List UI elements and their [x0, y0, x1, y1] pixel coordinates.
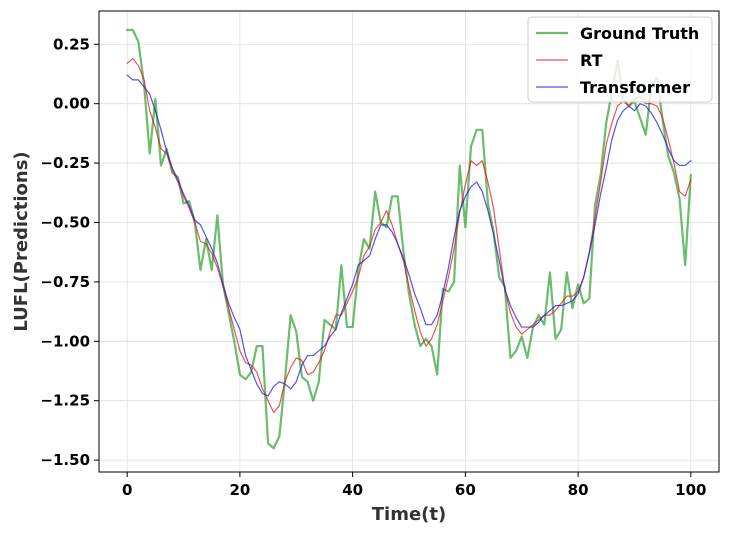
- y-tick-label: −0.75: [40, 273, 90, 291]
- plot-frame: [98, 10, 720, 473]
- series-lines: [126, 28, 692, 450]
- legend-box: [527, 16, 713, 103]
- axis-ticks: 0 20 40 60 80 100 0.25 0.00 −0.25 −0.50 −0.75 −1.00…: [40, 35, 706, 499]
- legend-label-0: Ground Truth: [580, 24, 699, 43]
- series-line-0: [126, 28, 692, 450]
- y-tick-label: 0.00: [53, 95, 90, 113]
- y-tick-label: −1.25: [40, 392, 90, 410]
- legend-label-1: RT: [580, 51, 603, 70]
- series-line-2: [126, 74, 692, 397]
- x-tick-label: 40: [342, 481, 363, 499]
- y-tick-label: −1.50: [40, 451, 90, 469]
- x-tick-label: 0: [122, 481, 132, 499]
- x-tick-label: 100: [675, 481, 706, 499]
- legend: Ground Truth RT Transformer: [527, 16, 713, 103]
- grid: [99, 11, 719, 472]
- x-axis-title: Time(t): [372, 504, 446, 525]
- y-axis-title: LUFL(Predictions): [11, 151, 32, 331]
- y-tick-label: 0.25: [53, 35, 90, 53]
- y-tick-label: −1.00: [40, 332, 90, 350]
- series-line-1: [126, 57, 692, 414]
- y-tick-label: −0.25: [40, 154, 90, 172]
- x-tick-label: 60: [455, 481, 476, 499]
- y-tick-label: −0.50: [40, 213, 90, 231]
- legend-label-2: Transformer: [580, 78, 690, 97]
- x-tick-label: 20: [229, 481, 250, 499]
- x-tick-label: 80: [568, 481, 589, 499]
